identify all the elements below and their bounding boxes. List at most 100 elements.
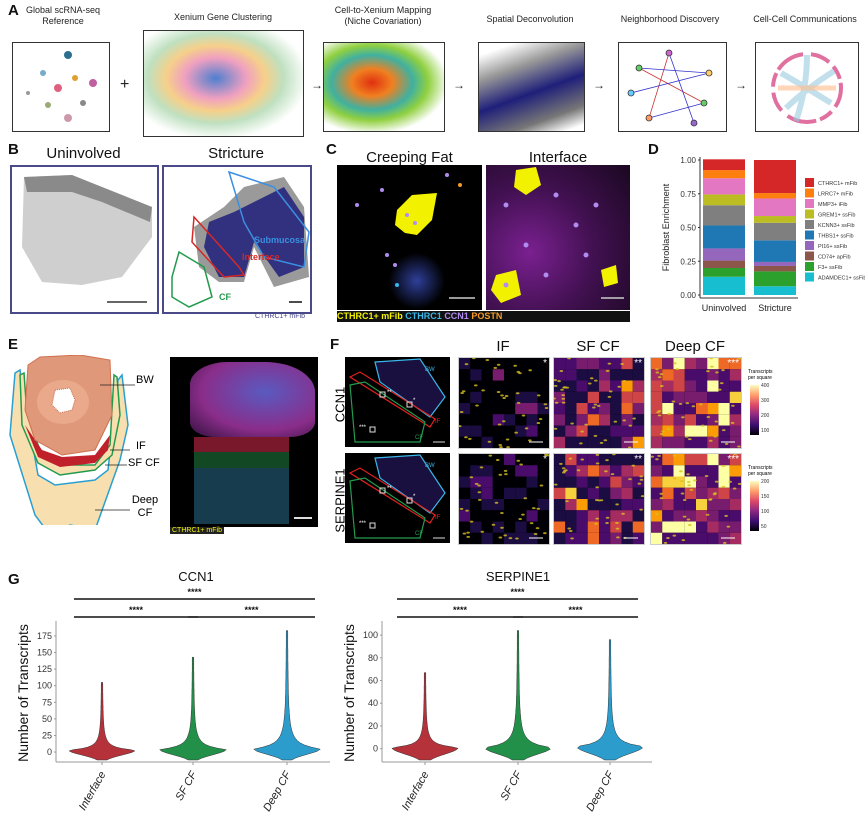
legend-swatch xyxy=(805,178,814,187)
x-tick-label: Interface xyxy=(400,770,432,813)
legend-swatch xyxy=(805,230,814,240)
overview-label-bw: BW xyxy=(425,367,435,373)
x-tick-label: Stricture xyxy=(758,303,792,313)
bar-segment xyxy=(703,159,745,171)
significance-label: **** xyxy=(187,587,202,597)
arrow-icon: → xyxy=(735,78,747,92)
legend-label: THBS1+ ssFib xyxy=(818,234,854,240)
interface-title: Interface xyxy=(528,149,588,166)
heatmap-sf-cf: ** xyxy=(553,357,645,449)
chart-title: SERPINE1 xyxy=(486,570,550,584)
y-tick-label: 50 xyxy=(42,714,52,724)
colorbar xyxy=(750,385,759,435)
significance-stars: * xyxy=(543,454,547,465)
y-tick-label: 0.50 xyxy=(680,224,696,233)
bar-segment xyxy=(754,222,796,241)
x-tick-label: Deep CF xyxy=(261,768,294,813)
chart-title: CCN1 xyxy=(178,570,213,584)
colorbar-tick: 100 xyxy=(761,509,770,515)
violin-deep-cf xyxy=(253,630,321,761)
legend-label: LRRC7+ mFib xyxy=(818,192,853,198)
colorbar-tick: 100 xyxy=(761,428,770,434)
y-tick-label: 150 xyxy=(37,648,52,658)
legend-ccn1: CCN1 xyxy=(444,311,469,321)
y-tick-label: 60 xyxy=(368,676,378,686)
legend-label: MMP3+ iFib xyxy=(818,202,848,208)
overview-image: BW IF CF * ** *** xyxy=(345,453,450,543)
arrow-icon: → xyxy=(453,78,465,92)
layer-schematic xyxy=(9,355,135,525)
y-tick-label: 25 xyxy=(42,730,52,740)
legend-swatch xyxy=(805,199,814,208)
stricture-title: Stricture xyxy=(208,145,264,162)
overview-marker-3: *** xyxy=(359,521,367,527)
stricture-legend-e: CTHRC1+ mFib xyxy=(170,527,224,534)
colorbar-tick: 200 xyxy=(761,479,770,485)
bar-segment xyxy=(754,198,796,217)
step-title-mapping: Cell-to-Xenium Mapping (Niche Covariatio… xyxy=(334,5,432,26)
stricture-cthrc1-image xyxy=(170,357,318,527)
bar-segment xyxy=(703,194,745,206)
layer-label-bw: BW xyxy=(136,374,154,386)
panel-label-e: E xyxy=(8,336,19,353)
legend-swatch xyxy=(805,262,814,271)
x-tick-label: Interface xyxy=(77,770,109,813)
significance-label: **** xyxy=(510,587,525,597)
legend-label: KCNN3+ ssFib xyxy=(818,223,855,229)
violin-interface xyxy=(391,672,459,761)
panel-label-a: A xyxy=(8,2,19,19)
panel-label-f: F xyxy=(330,336,340,353)
y-axis-label: Number of Transcripts xyxy=(15,624,31,762)
significance-stars: ** xyxy=(634,454,642,465)
step-title-communications: Cell-Cell Communications xyxy=(753,14,857,24)
column-title-sf-cf: SF CF xyxy=(576,338,620,355)
column-title-deep-cf: Deep CF xyxy=(664,338,726,355)
y-tick-label: 40 xyxy=(368,698,378,708)
x-tick-label: Deep CF xyxy=(584,768,617,813)
colorbar-tick: 300 xyxy=(761,398,770,404)
bar-segment xyxy=(703,205,745,226)
layer-label-sf-cf: SF CF xyxy=(128,457,160,469)
region-label-cf: CF xyxy=(219,292,231,302)
step-title-neighborhood: Neighborhood Discovery xyxy=(620,14,720,24)
bar-segment xyxy=(754,240,796,262)
legend-postn: POSTN xyxy=(471,311,503,321)
y-tick-label: 80 xyxy=(368,653,378,663)
uninvolved-title: Uninvolved xyxy=(46,145,121,162)
bar-segment xyxy=(703,268,745,277)
heatmap-deep-cf: *** xyxy=(650,453,742,545)
bar-segment xyxy=(703,276,745,295)
y-tick-label: 0 xyxy=(373,744,378,754)
plus-sign: + xyxy=(120,76,130,93)
colorbar-title: Transcripts per square xyxy=(748,369,773,381)
overview-label-if: IF xyxy=(435,419,441,425)
bar-segment xyxy=(754,160,796,194)
panel-label-g: G xyxy=(8,571,20,588)
bar-segment xyxy=(754,286,796,295)
legend-swatch xyxy=(805,188,814,198)
bar-segment xyxy=(703,178,745,195)
bar-segment xyxy=(703,248,745,261)
heatmap-if: * xyxy=(458,357,550,449)
legend-label: CD74+ apFib xyxy=(818,255,851,261)
y-axis-label: Fibroblast Enrichment xyxy=(661,183,671,271)
creeping-fat-image xyxy=(337,165,482,310)
overview-image: BW IF CF * ** *** xyxy=(345,357,450,447)
y-tick-label: 0.75 xyxy=(680,190,696,199)
violin-sf-cf xyxy=(485,630,551,761)
overview-label-cf: CF xyxy=(415,531,423,537)
x-tick-label: SF CF xyxy=(173,768,200,802)
bar-segment xyxy=(754,261,796,266)
layer-label-deep-cf: Deep CF xyxy=(131,494,159,519)
colorbar-title: Transcripts per square xyxy=(748,465,773,477)
significance-label: **** xyxy=(453,605,468,615)
y-tick-label: 175 xyxy=(37,631,52,641)
stricture-tissue-image: Submucosa Interface CF xyxy=(162,165,312,314)
niche-mapping-thumbnail xyxy=(323,42,445,132)
bar-segment xyxy=(754,265,796,272)
heatmap-if: * xyxy=(458,453,550,545)
bar-segment xyxy=(754,271,796,287)
colorbar-tick: 150 xyxy=(761,494,770,500)
colorbar-tick: 50 xyxy=(761,524,767,530)
